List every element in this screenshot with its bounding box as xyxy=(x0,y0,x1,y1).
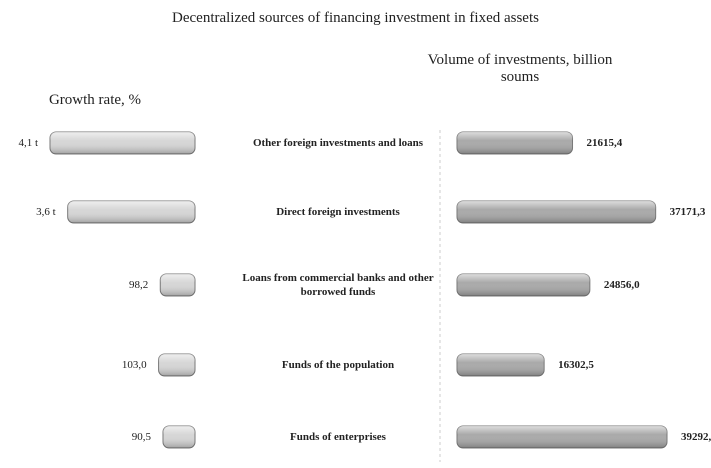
category-label: Funds of the population xyxy=(281,359,395,371)
bar-shade xyxy=(457,354,545,376)
bar-shade xyxy=(158,354,195,376)
bar-shade xyxy=(457,274,590,296)
value-label: 39292,3 xyxy=(681,431,711,443)
bar-shade xyxy=(50,132,195,154)
bar-shade xyxy=(162,426,195,448)
bar-shade xyxy=(160,274,195,296)
chart-title: Decentralized sources of financing inves… xyxy=(172,10,539,26)
value-label: 16302,5 xyxy=(558,359,594,371)
category-label: Loans from commercial banks and other bo… xyxy=(242,272,434,298)
value-label: 24856,0 xyxy=(603,279,640,291)
value-label: 4,1 t xyxy=(18,137,38,149)
panel-title: Growth rate, % xyxy=(48,92,142,108)
value-label: 37171,3 xyxy=(669,206,706,218)
category-label: Other foreign investments and loans xyxy=(252,137,424,149)
bar-shade xyxy=(457,426,667,448)
bar-shade xyxy=(457,132,573,154)
panel-title: Volume of investments, billion soums xyxy=(427,52,613,85)
value-label: 3,6 t xyxy=(36,206,56,218)
bar-shade xyxy=(67,201,195,223)
value-label: 90,5 xyxy=(131,431,151,443)
category-label: Funds of enterprises xyxy=(290,431,386,443)
category-label: Direct foreign investments xyxy=(276,206,400,218)
value-label: 98,2 xyxy=(129,279,149,291)
bar-shade xyxy=(457,201,656,223)
value-label: 103,0 xyxy=(121,359,147,371)
value-label: 21615,4 xyxy=(586,137,623,149)
